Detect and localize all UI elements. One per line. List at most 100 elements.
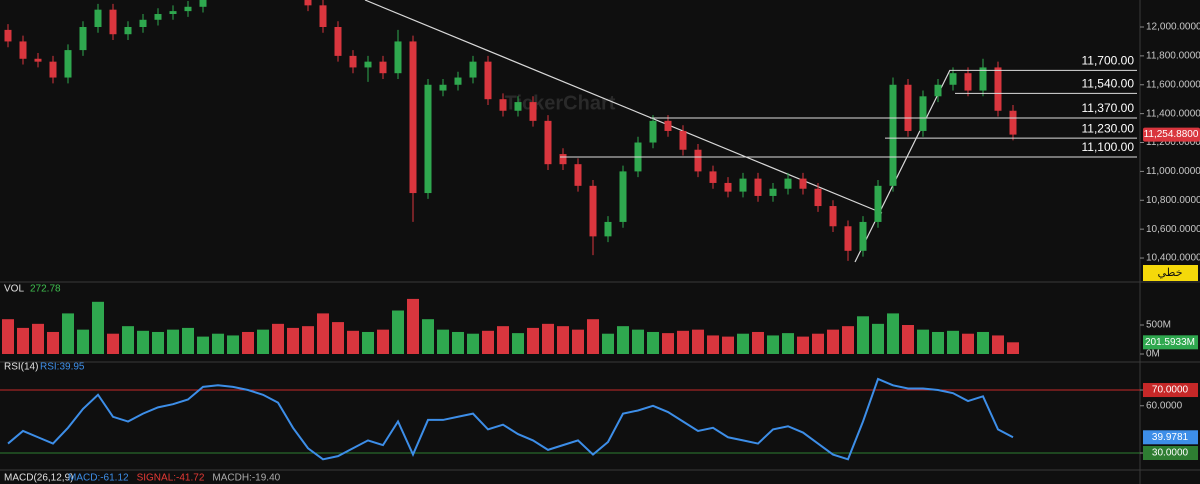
volume-bar — [842, 326, 854, 354]
candle-body — [334, 27, 342, 56]
candle-body — [994, 67, 1002, 111]
candle-body — [424, 84, 432, 194]
y-tick-label: 10,600.0000 — [1146, 224, 1200, 235]
volume-bar — [902, 325, 914, 354]
candle-body — [499, 99, 507, 111]
volume-bar — [587, 319, 599, 354]
candle-body — [139, 19, 147, 28]
volume-bar — [857, 316, 869, 354]
candle-body — [844, 226, 852, 251]
volume-bar — [1007, 342, 1019, 354]
volume-bar — [692, 329, 704, 354]
candle-body — [529, 102, 537, 121]
candle-body — [604, 221, 612, 237]
volume-bar — [167, 329, 179, 354]
volume-bar — [722, 336, 734, 354]
volume-bar — [137, 330, 149, 354]
candle-body — [364, 61, 372, 68]
candle-body — [79, 27, 87, 51]
macd-label: SIGNAL:-41.72 — [137, 473, 205, 484]
candle-body — [739, 178, 747, 192]
candle-body — [859, 221, 867, 251]
scale-button-bg[interactable] — [1143, 265, 1198, 281]
candle-body — [19, 41, 27, 59]
volume-bar — [707, 335, 719, 354]
volume-bar — [527, 327, 539, 354]
volume-bar — [482, 330, 494, 354]
volume-bar — [767, 335, 779, 354]
candle-body — [439, 84, 447, 91]
y-tick-box — [1143, 383, 1198, 398]
candle-body — [829, 206, 837, 227]
candle-body — [889, 84, 897, 186]
candle-body — [154, 14, 162, 20]
volume-bar — [812, 333, 824, 354]
candle-body — [904, 84, 912, 131]
y-tick-label: 12,000.0000 — [1146, 22, 1200, 33]
last-price-label: 11,254.8800 — [1144, 129, 1199, 140]
candle-body — [949, 73, 957, 85]
volume-bar — [392, 310, 404, 354]
volume-bar — [512, 333, 524, 354]
volume-bar — [377, 329, 389, 354]
volume-value: 272.78 — [30, 284, 61, 295]
volume-bar — [467, 333, 479, 354]
axis-panel: 10,400.0000 10,600.0000 10,800.0000 11,000.… — [1140, 22, 1200, 460]
volume-bar — [947, 330, 959, 354]
last-rsi-box — [1143, 430, 1198, 445]
volume-bar — [182, 327, 194, 354]
candle-body — [799, 178, 807, 189]
volume-bar — [782, 333, 794, 354]
candle-body — [979, 67, 987, 91]
candle-body — [199, 0, 207, 7]
volume-bar — [197, 336, 209, 354]
volume-bar — [317, 313, 329, 354]
y-tick-box — [1143, 445, 1198, 460]
y-tick-label: 500M — [1146, 320, 1171, 331]
level-label: 11,540.00 — [1082, 77, 1135, 91]
volume-panel — [2, 298, 1019, 354]
volume-bar — [302, 326, 314, 354]
volume-bar — [2, 319, 14, 354]
last-volume-label: 201.5933M — [1145, 337, 1195, 348]
y-tick-label: 11,600.0000 — [1146, 79, 1200, 90]
candle-body — [1009, 110, 1017, 135]
y-tick-label: 10,800.0000 — [1146, 195, 1200, 206]
candle-body — [4, 29, 12, 42]
volume-bar — [62, 313, 74, 354]
last-volume-box — [1143, 335, 1198, 350]
volume-bar — [347, 330, 359, 354]
y-tick-label: 11,800.0000 — [1146, 51, 1200, 62]
volume-bar — [542, 323, 554, 354]
scale-button[interactable]: خطي — [1143, 265, 1198, 281]
volume-bar — [917, 329, 929, 354]
volume-bar — [407, 298, 419, 354]
level-label: 11,700.00 — [1082, 53, 1135, 67]
candle-body — [319, 5, 327, 28]
candle-body — [814, 188, 822, 207]
volume-bar — [752, 331, 764, 354]
volume-bar — [602, 333, 614, 354]
volume-bar — [662, 333, 674, 354]
volume-bar — [797, 336, 809, 354]
candle-body — [34, 58, 42, 62]
macd-label: MACD:-61.12 — [68, 473, 129, 484]
candle-body — [124, 27, 132, 35]
volume-bar — [497, 326, 509, 354]
candle-body — [664, 120, 672, 131]
candle-body — [544, 120, 552, 165]
scale-button-label[interactable]: خطي — [1158, 267, 1183, 279]
volume-bar — [572, 329, 584, 354]
candle-body — [649, 120, 657, 143]
trendline — [364, 0, 883, 214]
volume-bar — [827, 329, 839, 354]
volume-bar — [227, 335, 239, 354]
volume-bar — [557, 326, 569, 354]
last-price-box — [1143, 127, 1200, 142]
volume-bar — [212, 333, 224, 354]
volume-bar — [92, 301, 104, 354]
rsi-panel — [0, 377, 1140, 461]
candle-body — [679, 130, 687, 150]
